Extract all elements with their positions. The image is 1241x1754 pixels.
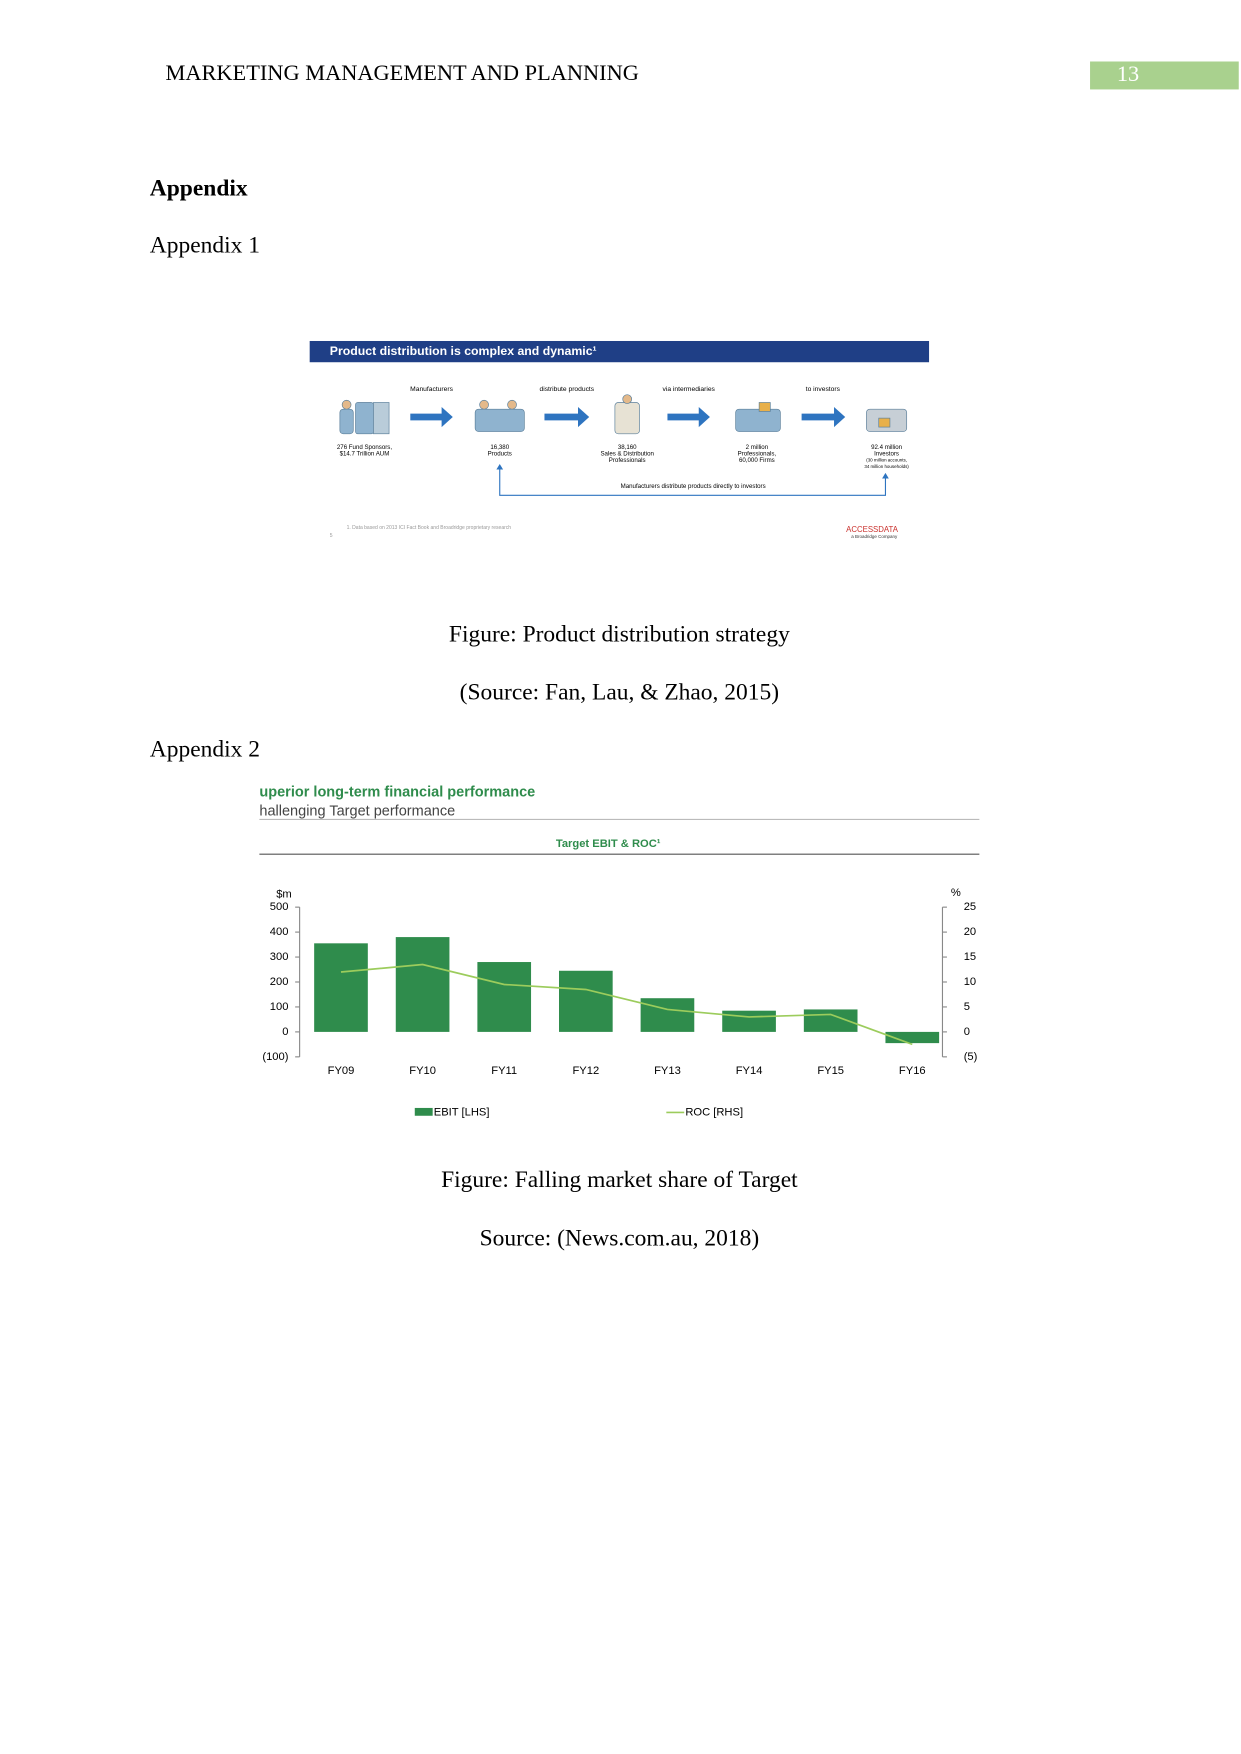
node-label: 276 Fund Sponsors,	[337, 444, 392, 451]
arrows	[410, 406, 846, 428]
bar	[640, 998, 695, 1032]
icon	[758, 402, 771, 412]
y2-tick-label: 5	[964, 1001, 970, 1013]
chart: uperior long-term financial performance …	[259, 785, 980, 1118]
footnote: 1. Data based on 2013 ICI Fact Book and …	[347, 525, 512, 531]
caption: Figure: Falling market share of Target	[441, 1167, 798, 1193]
x-tick-label: FY11	[491, 1065, 517, 1077]
node-label: $14.7 Trillion AUM	[340, 450, 390, 457]
line	[340, 963, 913, 1046]
x-tick-label: FY15	[817, 1065, 844, 1077]
y2-tick-label: 20	[964, 926, 976, 938]
node-label: 2 million	[746, 444, 769, 451]
icon	[339, 408, 354, 435]
heading: Appendix	[150, 175, 248, 201]
running-head: MARKETING MANAGEMENT AND PLANNING	[165, 60, 638, 85]
bar	[722, 1010, 776, 1032]
node-label: Sales & Distribution	[600, 450, 654, 457]
stage-label: via intermediaries	[662, 386, 715, 393]
node-label: 60,000 Firms	[739, 457, 775, 464]
distribution-diagram: Product distribution is complex and dyna…	[309, 339, 930, 543]
cropped-heading: uperior long-term financial performance	[259, 785, 535, 801]
appendix-label: Appendix 1	[150, 232, 260, 258]
stage-label: to investors	[806, 386, 841, 393]
y2-tick-label: 25	[964, 901, 976, 913]
figure-frame	[309, 339, 930, 543]
direct-arrow	[499, 467, 887, 496]
x-tick-label: FY13	[654, 1065, 681, 1077]
stage-label: Manufacturers	[410, 386, 453, 393]
arrow	[544, 406, 590, 428]
caption: Figure: Product distribution strategy	[449, 622, 790, 648]
y2-tick-label: (5)	[964, 1051, 978, 1063]
icon	[355, 402, 374, 435]
bar	[559, 970, 613, 1032]
x-tick-label: FY09	[328, 1065, 355, 1077]
diagram-title: Product distribution is complex and dyna…	[330, 344, 597, 358]
icon	[373, 402, 390, 435]
bar	[477, 962, 532, 1032]
bar	[885, 1031, 940, 1044]
y-tick-label: 300	[270, 951, 289, 963]
y-tick-label: 100	[270, 1001, 289, 1013]
x-tick-label: FY12	[572, 1065, 599, 1077]
icons	[339, 394, 908, 435]
title-bar	[309, 340, 930, 363]
node-label: Professionals,	[738, 450, 777, 457]
logo: ACCESSDATA	[846, 525, 899, 534]
y-tick-label: 200	[270, 976, 289, 988]
direct-label: Manufacturers distribute products direct…	[621, 483, 766, 490]
icon	[474, 408, 525, 432]
node-label: 16,380	[490, 444, 509, 451]
node-label: Investors	[874, 450, 899, 457]
y2-axis-title: %	[951, 887, 961, 899]
y-tick-label: 400	[270, 926, 289, 938]
icon	[341, 399, 352, 410]
y-tick-label: 0	[282, 1026, 288, 1038]
node-labels: 276 Fund Sponsors,$14.7 Trillion AUM 16,3…	[337, 444, 909, 469]
node-label: 38,160	[618, 444, 637, 451]
node-label: 34 million households)	[864, 464, 909, 469]
bar	[395, 937, 450, 1032]
legend-label: EBIT [LHS]	[434, 1106, 490, 1118]
appendix-label: Appendix 2	[150, 737, 260, 763]
x-tick-label: FY16	[899, 1065, 926, 1077]
icon	[735, 408, 781, 432]
legend-label: ROC [RHS]	[685, 1106, 743, 1118]
y-axis-title: $m	[276, 888, 292, 900]
source: Source: (News.com.au, 2018)	[480, 1225, 760, 1251]
y-tick-label: 500	[270, 901, 289, 913]
node-label: Professionals	[609, 457, 646, 464]
arrow	[410, 406, 453, 428]
y2-tick-label: 15	[964, 951, 976, 963]
source: (Source: Fan, Lau, & Zhao, 2015)	[460, 680, 779, 706]
node-label: (30 million accounts,	[866, 457, 907, 462]
page-number-box	[1090, 61, 1239, 90]
icon	[479, 399, 489, 410]
y2-tick-label: 0	[964, 1026, 970, 1038]
cropped-subheading: hallenging Target performance	[259, 804, 455, 820]
icon	[878, 417, 891, 428]
page-number: 13	[1117, 61, 1139, 86]
stage-label: distribute products	[539, 386, 594, 393]
icon	[622, 394, 633, 404]
arrow	[801, 406, 846, 428]
icon	[614, 402, 640, 435]
slide-number: 5	[330, 533, 333, 539]
page-content: MARKETING MANAGEMENT AND PLANNING 13 App…	[150, 60, 1239, 1251]
y2-tick-label: 10	[964, 976, 976, 988]
logo-sub: a Broadridge Company	[851, 534, 898, 539]
arrow	[667, 406, 710, 428]
icon	[507, 399, 517, 410]
y-tick-label: (100)	[262, 1051, 288, 1063]
node-label: 92.4 million	[871, 444, 903, 451]
bar	[314, 943, 368, 1032]
node-label: Products	[488, 450, 512, 457]
legend-swatch	[414, 1107, 433, 1116]
x-tick-label: FY14	[736, 1065, 763, 1077]
x-tick-label: FY10	[409, 1065, 436, 1077]
chart-title: Target EBIT & ROC¹	[556, 838, 661, 850]
